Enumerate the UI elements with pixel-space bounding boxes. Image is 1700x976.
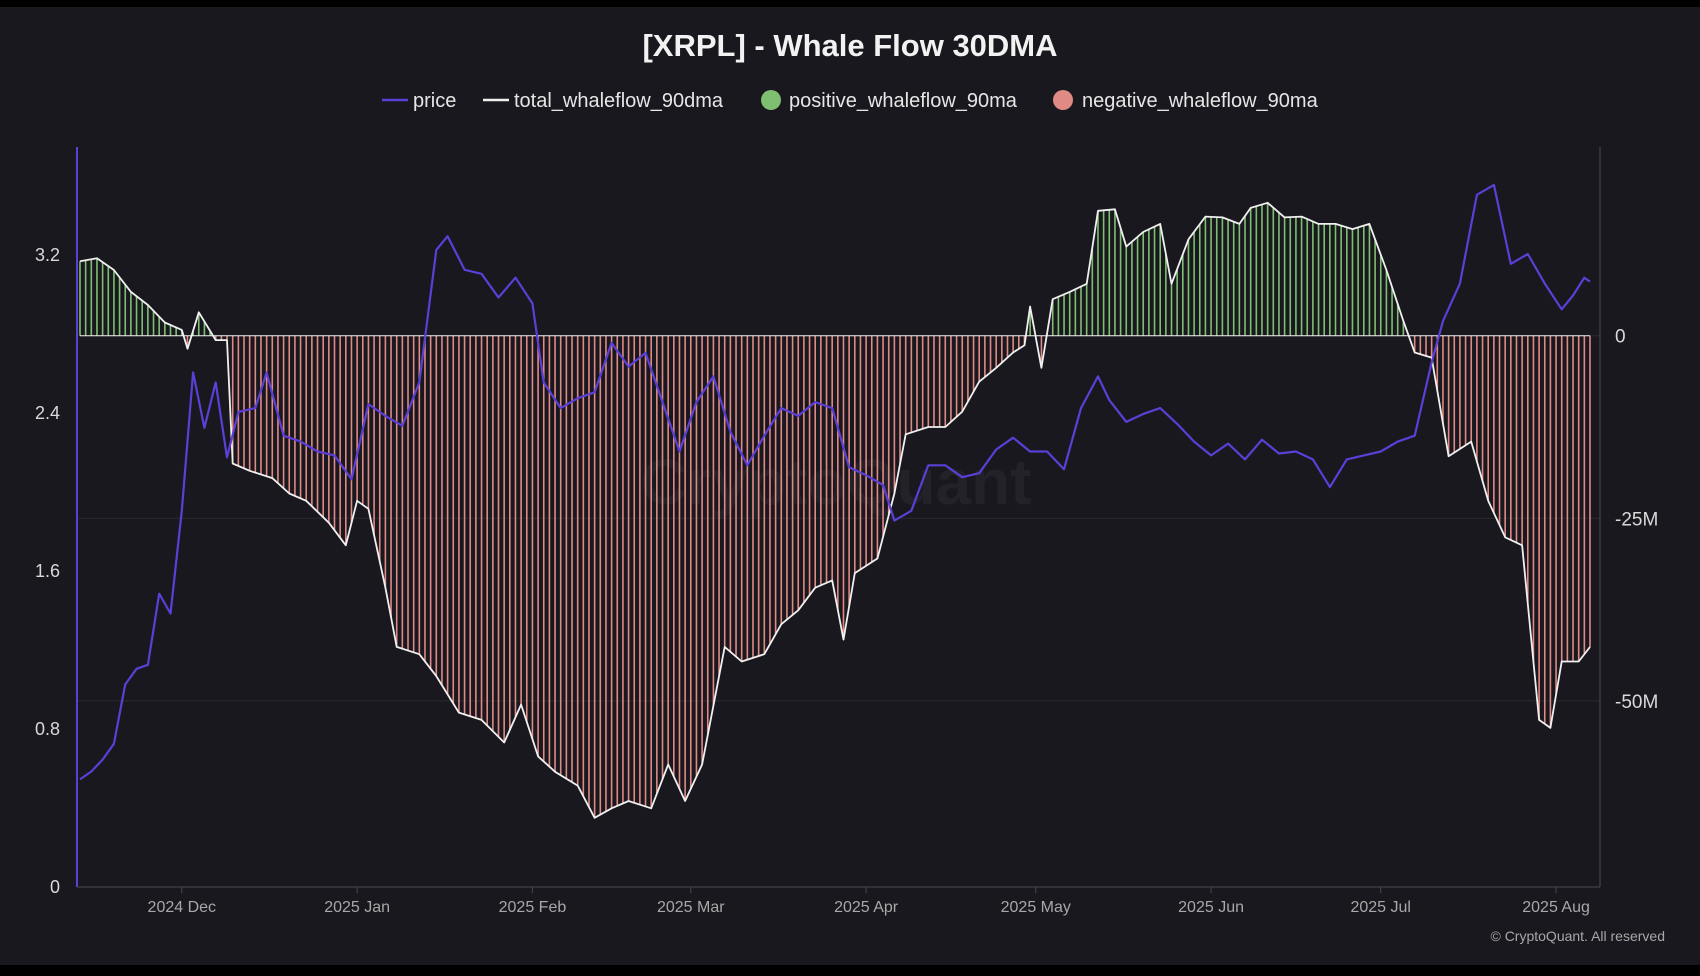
series-lines xyxy=(79,183,1591,819)
whale-flow-chart: CryptoQuant 0 0.8 1.6 2.4 3.2 0 -25M -50M 2024 D… xyxy=(35,28,1665,944)
legend-label-total: total_whaleflow_90dma xyxy=(514,90,724,112)
watermark: CryptoQuant xyxy=(640,446,1031,518)
whaleflow-bars xyxy=(79,202,1591,818)
legend-item-total-whaleflow[interactable]: total_whaleflow_90dma xyxy=(483,90,724,112)
x-tick-label: 2025 May xyxy=(1001,899,1071,916)
total-whaleflow-line xyxy=(79,201,1591,819)
x-tick-label: 2024 Dec xyxy=(148,899,217,916)
y-left-tick-label: 2.4 xyxy=(35,403,60,423)
x-tick-label: 2025 Jul xyxy=(1350,899,1411,916)
legend-swatch-positive xyxy=(761,90,781,110)
y-left-tick-label: 3.2 xyxy=(35,245,60,265)
chart-frame: CryptoQuant 0 0.8 1.6 2.4 3.2 0 -25M -50M 2024 D… xyxy=(0,7,1700,965)
x-tick-label: 2025 Jun xyxy=(1178,899,1244,916)
legend-item-negative-whaleflow[interactable]: negative_whaleflow_90ma xyxy=(1053,90,1319,112)
y-right-tick-label: -25M xyxy=(1615,509,1658,530)
x-tick-label: 2025 Mar xyxy=(657,899,725,916)
price-line xyxy=(79,183,1591,781)
legend: price total_whaleflow_90dma positive_wha… xyxy=(382,90,1319,112)
legend-label-positive: positive_whaleflow_90ma xyxy=(789,90,1018,112)
y-left-tick-label: 0.8 xyxy=(35,719,60,739)
y-right-tick-label: 0 xyxy=(1615,327,1626,348)
x-tick-label: 2025 Feb xyxy=(499,899,567,916)
x-tick-label: 2025 Jan xyxy=(324,899,390,916)
axes: 0 0.8 1.6 2.4 3.2 0 -25M -50M 2024 Dec 2025 Jan 20… xyxy=(35,147,1658,916)
copyright-credit: © CryptoQuant. All reserved xyxy=(1490,928,1665,944)
y-right-tick-label: -50M xyxy=(1615,692,1658,713)
legend-item-price[interactable]: price xyxy=(382,90,456,112)
chart-title: [XRPL] - Whale Flow 30DMA xyxy=(642,28,1057,63)
y-left-tick-label: 0 xyxy=(50,877,60,897)
x-tick-label: 2025 Aug xyxy=(1522,899,1590,916)
legend-label-price: price xyxy=(413,90,456,112)
legend-swatch-negative xyxy=(1053,90,1073,110)
x-tick-label: 2025 Apr xyxy=(834,899,899,916)
legend-item-positive-whaleflow[interactable]: positive_whaleflow_90ma xyxy=(761,90,1018,112)
legend-label-negative: negative_whaleflow_90ma xyxy=(1082,90,1319,112)
y-left-tick-label: 1.6 xyxy=(35,561,60,581)
